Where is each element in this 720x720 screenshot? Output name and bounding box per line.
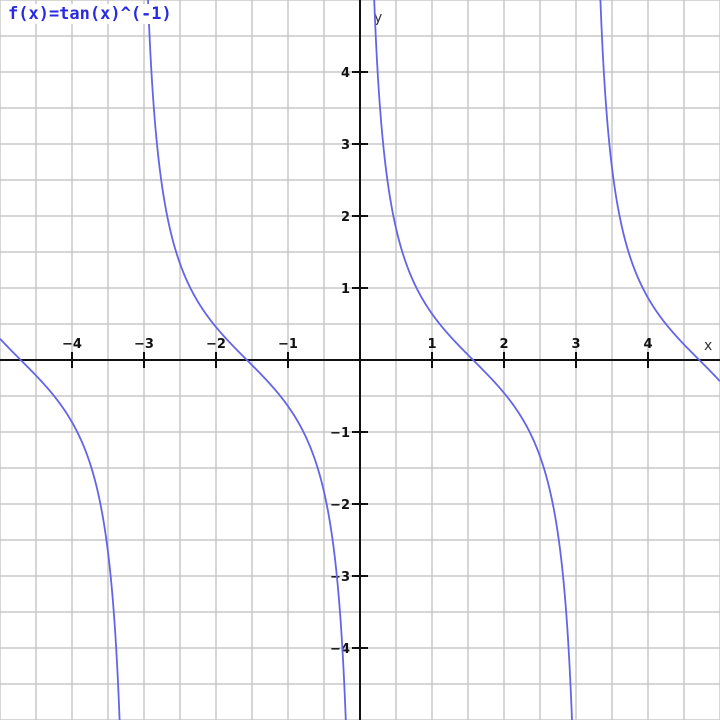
x-tick-label: −2 (206, 337, 226, 352)
x-tick-label: −4 (62, 337, 82, 352)
y-tick-label: 4 (341, 66, 350, 81)
x-tick-label: −3 (134, 337, 154, 352)
series-curve-branch (0, 338, 121, 720)
x-tick-label: 4 (643, 337, 652, 352)
y-tick-label: −4 (330, 642, 350, 657)
y-tick-label: 1 (341, 282, 350, 297)
x-tick-label: 3 (571, 337, 580, 352)
y-tick-label: −2 (330, 498, 350, 513)
series-curve-branch (147, 0, 347, 720)
series-curve-branch (373, 0, 573, 720)
y-tick-label: −3 (330, 570, 350, 585)
y-tick-label: 3 (341, 138, 350, 153)
x-tick-label: −1 (278, 337, 298, 352)
x-axis-label: x (704, 338, 712, 354)
y-tick-label: −1 (330, 426, 350, 441)
y-axis-label: y (374, 10, 382, 26)
series-curve-branch (599, 0, 720, 382)
x-tick-label: 2 (499, 337, 508, 352)
x-tick-label: 1 (427, 337, 436, 352)
y-tick-label: 2 (341, 210, 350, 225)
chart-title: f(x)=tan(x)^(-1) (6, 4, 174, 24)
